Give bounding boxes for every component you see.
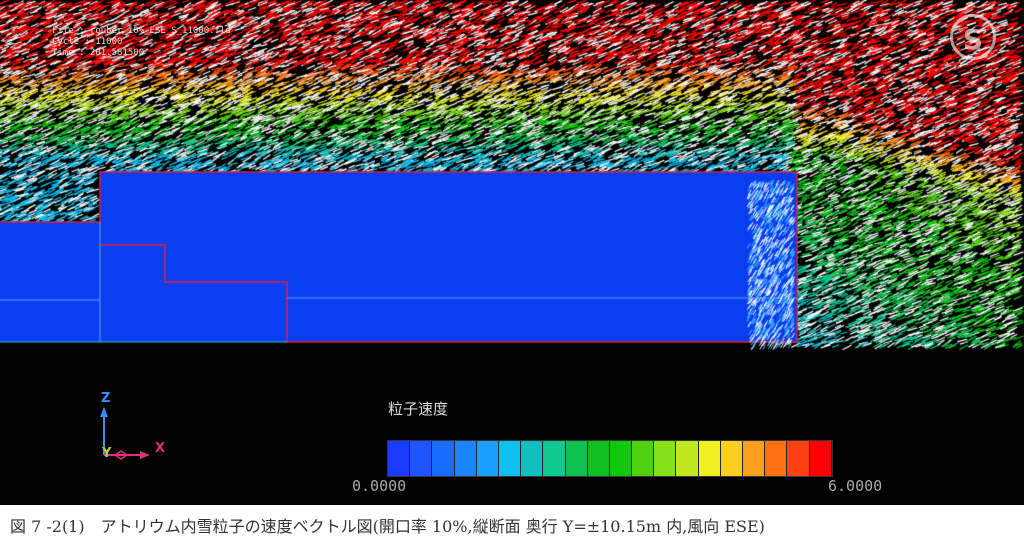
legend-color-cell bbox=[765, 441, 788, 476]
figure-caption: 図 7 -2(1) アトリウム内雪粒子の速度ベクトル図(開口率 10%,縦断面 … bbox=[10, 517, 765, 536]
velocity-vector-field bbox=[0, 0, 1024, 505]
y-axis-label: Y bbox=[102, 446, 112, 461]
watermark-logo-icon: S bbox=[950, 14, 996, 60]
legend-color-cell bbox=[743, 441, 766, 476]
z-axis-label: Z bbox=[101, 391, 111, 406]
legend-color-cell bbox=[498, 441, 522, 476]
legend-color-cell bbox=[654, 441, 677, 476]
legend-color-cell bbox=[432, 441, 455, 476]
legend-color-cell bbox=[521, 441, 544, 476]
legend-min: 0.0000 bbox=[352, 477, 407, 495]
legend-color-cell bbox=[388, 441, 411, 476]
x-axis-label: X bbox=[155, 441, 166, 456]
legend-color-cell bbox=[543, 441, 566, 476]
axis-triad bbox=[100, 407, 150, 460]
legend-color-cell bbox=[720, 441, 743, 476]
legend-color-cell bbox=[454, 441, 477, 476]
time-label: Time : 201.581500 bbox=[52, 48, 145, 58]
legend-color-cell bbox=[410, 441, 433, 476]
legend-color-cell bbox=[476, 441, 499, 476]
legend-title: 粒子速度 bbox=[388, 400, 449, 418]
cycle-label: Cycle : 11000 bbox=[52, 37, 123, 47]
legend-color-cell bbox=[809, 441, 832, 476]
legend-color-cell bbox=[698, 441, 721, 476]
legend-color-cell bbox=[565, 441, 588, 476]
legend-color-cell bbox=[632, 441, 655, 476]
legend-color-cell bbox=[787, 441, 810, 476]
color-scale-bar bbox=[387, 440, 833, 477]
simulation-info: File : rouber_10%_ESE_S_11000.fld Cycle … bbox=[52, 26, 231, 59]
legend-color-cell bbox=[609, 441, 633, 476]
file-label: File : rouber_10%_ESE_S_11000.fld bbox=[52, 26, 231, 36]
legend-max: 6.0000 bbox=[828, 477, 883, 495]
legend-color-cell bbox=[676, 441, 699, 476]
legend-color-cell bbox=[587, 441, 610, 476]
simulation-view: File : rouber_10%_ESE_S_11000.fld Cycle … bbox=[0, 0, 1024, 505]
